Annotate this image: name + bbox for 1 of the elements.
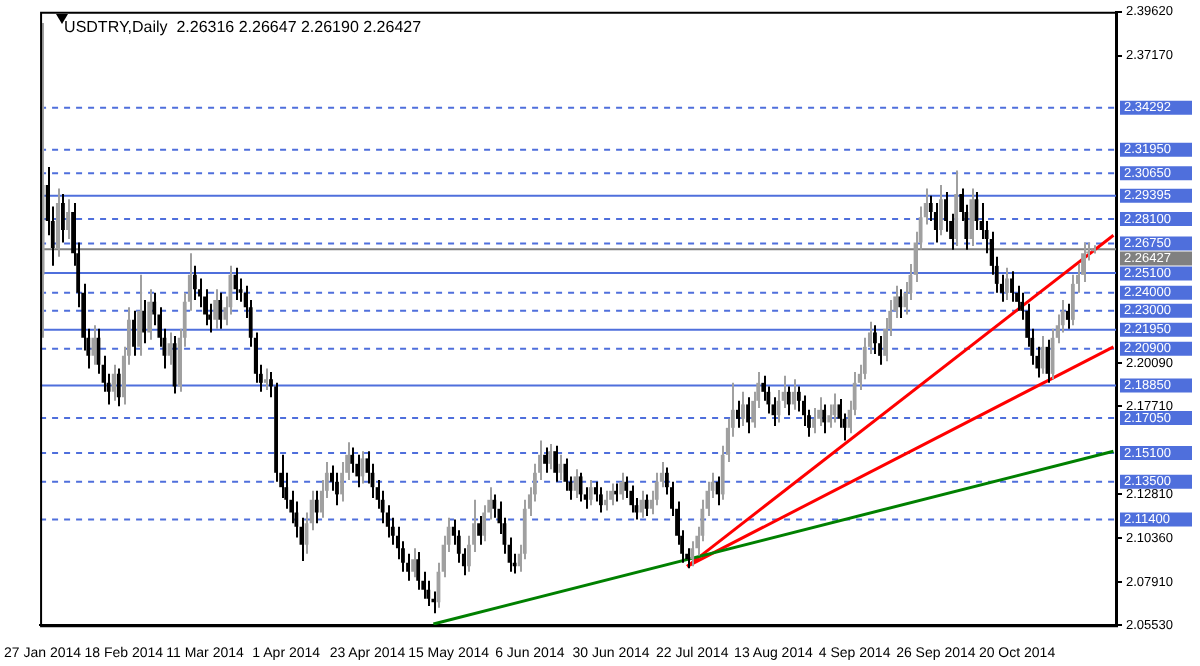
chart-title: USDTRY,Daily 2.26316 2.26647 2.26190 2.26427 xyxy=(64,18,423,37)
